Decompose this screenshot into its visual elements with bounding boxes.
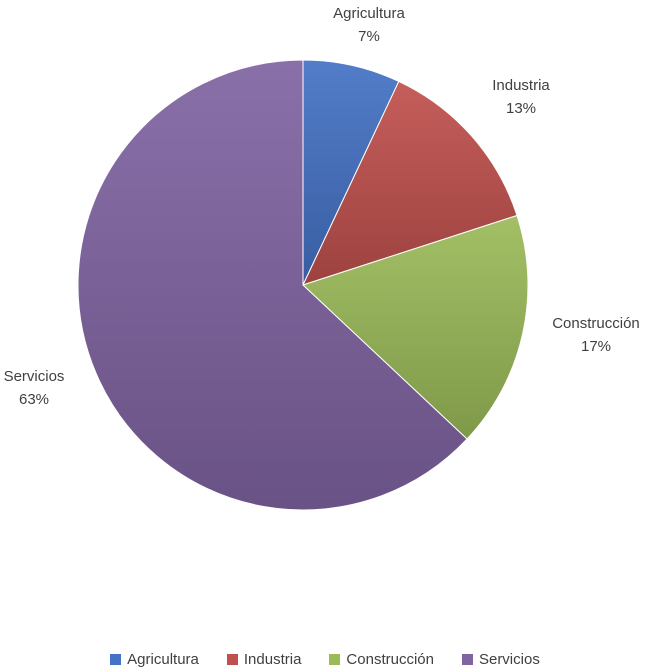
slice-percent-agricultura: 7% (358, 28, 380, 45)
legend-item-agricultura: Agricultura (110, 651, 199, 668)
legend-item-industria: Industria (226, 651, 302, 668)
legend-swatch-industria (226, 654, 238, 665)
slice-label-construccion: Construcción (552, 315, 640, 332)
legend: Agricultura Industria Construcción Servi… (0, 651, 650, 668)
pie-slice-industria (302, 80, 518, 286)
legend-label-servicios: Servicios (478, 651, 540, 668)
slice-percent-servicios: 63% (19, 391, 49, 408)
slice-label-agricultura: Agricultura (333, 5, 405, 22)
legend-label-construccion: Construcción (346, 651, 434, 668)
legend-item-construccion: Construcción (329, 651, 434, 668)
pie-slice-construccion (302, 214, 529, 440)
slice-label-servicios: Servicios (4, 368, 65, 385)
pie-slice-servicios (77, 59, 468, 511)
legend-swatch-construccion (329, 654, 341, 665)
legend-label-agricultura: Agricultura (127, 651, 199, 668)
pie-chart: Agricultura 7% Industria 13% Construcción 17%… (4, 5, 640, 511)
legend-item-servicios: Servicios (461, 651, 540, 668)
slice-percent-industria: 13% (506, 100, 536, 117)
slice-label-industria: Industria (492, 77, 550, 94)
legend-swatch-agricultura (110, 654, 122, 665)
slice-percent-construccion: 17% (581, 338, 611, 355)
legend-label-industria: Industria (243, 651, 302, 668)
legend-swatch-servicios (461, 654, 473, 665)
